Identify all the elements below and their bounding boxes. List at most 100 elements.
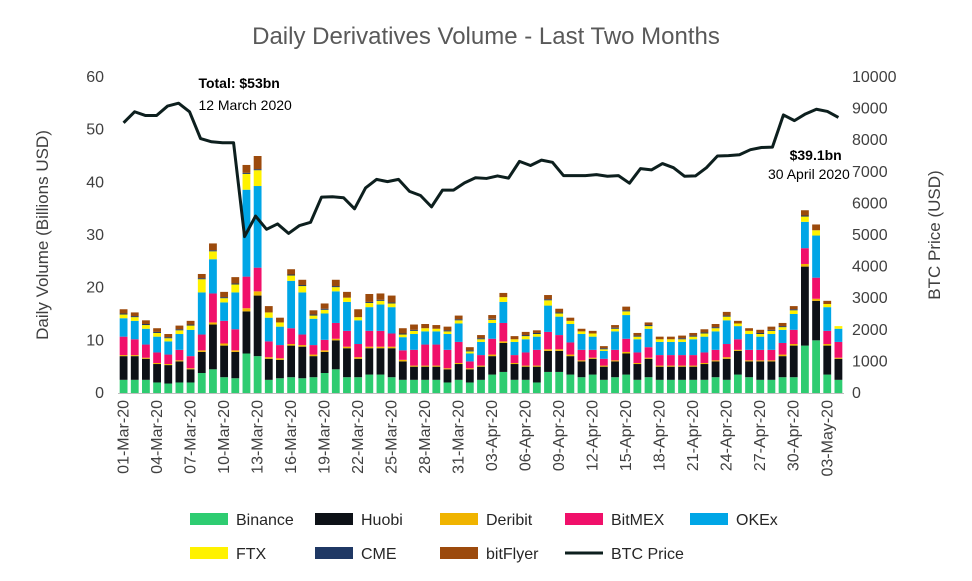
bar-huobi-0 xyxy=(119,356,128,380)
legend: Binance Huobi Deribit BitMEX OKEx FTX CME bitFl… xyxy=(190,512,778,563)
bar-huobi-25 xyxy=(398,361,407,380)
bar-cme-4 xyxy=(164,337,173,339)
legend-item-bitflyer: bitFlyer xyxy=(440,546,539,563)
bar-cme-47 xyxy=(644,325,653,327)
bar-bitflyer-56 xyxy=(745,328,753,331)
bar-binance-32 xyxy=(477,379,485,393)
bar-okex-36 xyxy=(521,339,530,353)
bar-stack-28-Apr-20 xyxy=(767,326,776,393)
bar-binance-29 xyxy=(443,382,452,393)
bar-bitmex-26 xyxy=(410,349,418,366)
bar-bitmex-57 xyxy=(756,349,765,361)
bar-deribit-40 xyxy=(566,354,575,357)
bar-huobi-45 xyxy=(622,353,631,375)
bar-binance-9 xyxy=(220,377,229,393)
bar-ftx-19 xyxy=(331,287,340,292)
bar-cme-7 xyxy=(197,278,206,280)
bar-ftx-62 xyxy=(812,230,820,236)
bar-ftx-30 xyxy=(454,320,463,324)
bar-bitflyer-57 xyxy=(756,329,765,333)
bar-huobi-33 xyxy=(488,356,497,375)
bar-bitmex-21 xyxy=(354,344,363,358)
bar-bitmex-38 xyxy=(544,331,552,350)
bar-stack-13-Mar-20 xyxy=(253,156,262,393)
bar-bitflyer-50 xyxy=(678,335,686,339)
bar-okex-24 xyxy=(387,307,396,334)
bar-binance-27 xyxy=(421,379,430,393)
bar-ftx-40 xyxy=(566,320,575,325)
bar-cme-3 xyxy=(153,331,161,333)
bar-binance-41 xyxy=(577,377,586,393)
bar-bitmex-4 xyxy=(164,354,173,365)
bar-bitmex-61 xyxy=(801,248,809,264)
bar-cme-31 xyxy=(465,350,474,352)
bar-cme-1 xyxy=(130,316,139,318)
bar-huobi-17 xyxy=(309,356,318,378)
bar-deribit-18 xyxy=(320,350,329,352)
x-tick-label: 30-Apr-20 xyxy=(786,400,803,471)
btc-price-line-layer xyxy=(122,101,840,239)
bar-stack-17-Mar-20 xyxy=(298,279,307,393)
bar-deribit-26 xyxy=(410,365,418,367)
x-tick-label: 10-Mar-20 xyxy=(216,400,233,474)
bar-deribit-35 xyxy=(510,362,519,365)
bar-huobi-28 xyxy=(432,366,441,380)
bar-okex-64 xyxy=(834,328,843,342)
legend-item-bitmex: BitMEX xyxy=(565,512,665,529)
bar-huobi-36 xyxy=(521,366,530,380)
bar-okex-9 xyxy=(220,302,229,321)
bar-okex-21 xyxy=(354,320,363,345)
bar-bitflyer-34 xyxy=(499,292,508,298)
bar-ftx-42 xyxy=(588,333,597,337)
bar-binance-63 xyxy=(823,374,832,393)
bar-deribit-53 xyxy=(711,360,720,362)
bar-deribit-7 xyxy=(197,350,206,352)
bar-okex-52 xyxy=(700,336,709,353)
legend-item-binance: Binance xyxy=(190,512,294,529)
bar-ftx-61 xyxy=(801,216,809,222)
bar-binance-7 xyxy=(197,372,206,393)
bar-huobi-6 xyxy=(186,369,195,383)
bar-huobi-26 xyxy=(410,366,418,380)
bar-bitflyer-14 xyxy=(276,317,284,323)
bar-huobi-3 xyxy=(153,364,161,383)
bar-deribit-4 xyxy=(164,364,173,366)
bar-bitmex-55 xyxy=(733,339,742,350)
legend-item-ftx: FTX xyxy=(190,546,267,563)
bar-deribit-12 xyxy=(253,291,262,296)
bar-bitflyer-30 xyxy=(454,315,463,320)
bar-ftx-33 xyxy=(488,319,497,323)
bar-huobi-38 xyxy=(544,350,552,372)
x-tick-label: 03-Apr-20 xyxy=(484,400,501,471)
y2-tick-label: 9000 xyxy=(852,101,888,118)
bar-huobi-57 xyxy=(756,361,765,380)
y2-tick-label: 2000 xyxy=(852,322,888,339)
bar-stack-06-Apr-20 xyxy=(521,331,530,393)
bar-binance-38 xyxy=(544,371,552,393)
bar-bitflyer-43 xyxy=(599,346,608,349)
bar-ftx-20 xyxy=(343,297,351,302)
bar-binance-37 xyxy=(532,382,541,393)
bar-bitflyer-28 xyxy=(432,325,441,329)
bar-bitflyer-15 xyxy=(287,269,296,275)
y-tick-label: 50 xyxy=(86,122,104,139)
bar-binance-48 xyxy=(655,379,664,393)
bar-ftx-10 xyxy=(231,284,240,293)
bar-deribit-3 xyxy=(153,362,161,365)
bar-stack-30-Mar-20 xyxy=(443,326,452,393)
chart-title: Daily Derivatives Volume - Last Two Mont… xyxy=(252,23,720,50)
bar-okex-60 xyxy=(789,314,798,330)
bar-bitflyer-44 xyxy=(611,325,619,328)
bar-ftx-58 xyxy=(767,330,776,335)
bar-stack-01-Mar-20 xyxy=(119,309,128,393)
x-tick-label: 22-Mar-20 xyxy=(350,400,367,474)
bar-ftx-34 xyxy=(499,297,508,302)
bar-okex-61 xyxy=(801,221,809,249)
bar-stack-08-Mar-20 xyxy=(197,273,206,393)
annotation-subtitle: 30 April 2020 xyxy=(768,166,850,182)
bar-cme-30 xyxy=(454,319,463,321)
bar-binance-49 xyxy=(666,379,675,393)
bar-binance-10 xyxy=(231,378,240,393)
bar-bitmex-48 xyxy=(655,355,664,366)
legend-label: BitMEX xyxy=(611,512,665,529)
